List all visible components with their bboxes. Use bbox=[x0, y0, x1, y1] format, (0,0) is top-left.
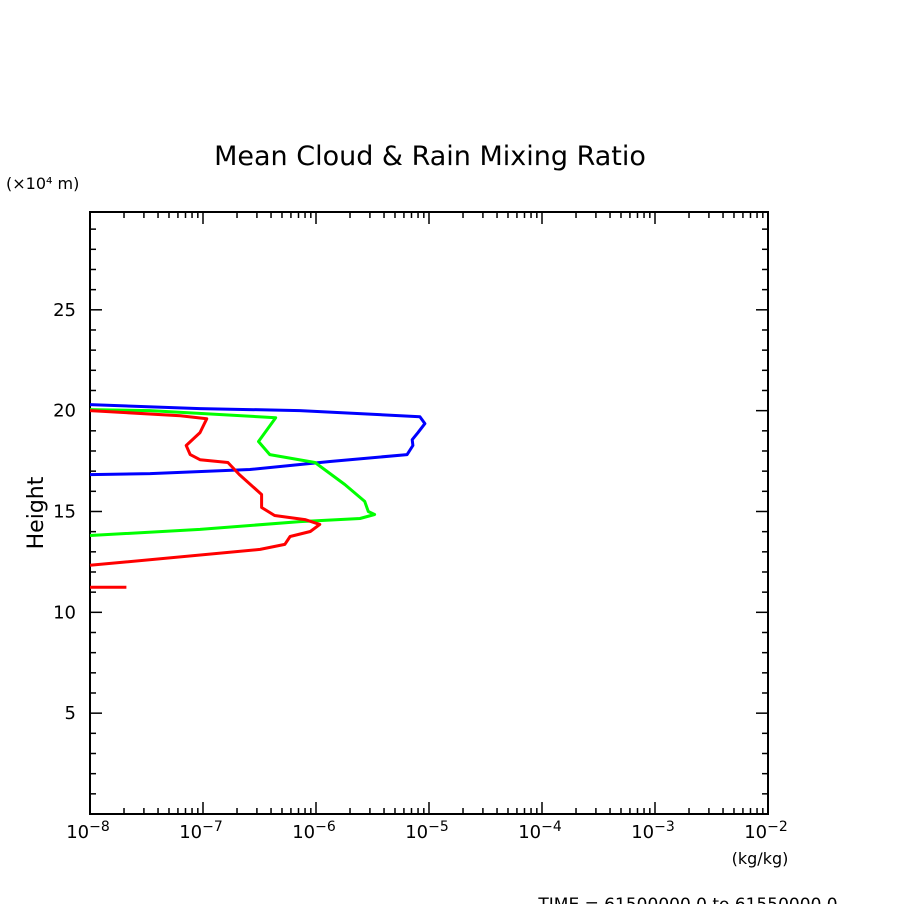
x-tick-label: 10−3 bbox=[631, 819, 675, 843]
y-tick-label: 25 bbox=[53, 300, 76, 321]
x-tick-label: 10−6 bbox=[292, 819, 336, 843]
x-tick-label: 10−5 bbox=[405, 819, 449, 843]
axes: 10−8 10−7 10−6 10−5 10−4 10−3 10−2 5 10 15 20 25 bbox=[53, 211, 788, 843]
plot-frame bbox=[89, 211, 769, 815]
series-line-0 bbox=[89, 403, 427, 477]
series-line-2 bbox=[89, 409, 322, 567]
series-group bbox=[89, 403, 427, 589]
x-tick-label: 10−8 bbox=[66, 819, 110, 843]
x-tick-label: 10−7 bbox=[179, 819, 223, 843]
y-axis-label: Height bbox=[24, 476, 49, 549]
chart-title: Mean Cloud & Rain Mixing Ratio bbox=[214, 141, 646, 172]
y-unit-label: (×10⁴ m) bbox=[6, 174, 79, 193]
x-axis-label: (kg/kg) bbox=[732, 849, 789, 868]
y-tick-label: 20 bbox=[53, 401, 76, 422]
y-tick-label: 10 bbox=[53, 602, 76, 623]
x-tick-label: 10−4 bbox=[518, 819, 562, 843]
footer-time: TIME = 61500000.0 to 61550000.0 bbox=[537, 895, 837, 904]
x-tick-label: 10−2 bbox=[744, 819, 788, 843]
y-tick-label: 5 bbox=[65, 703, 76, 724]
y-tick-label: 15 bbox=[53, 501, 76, 522]
